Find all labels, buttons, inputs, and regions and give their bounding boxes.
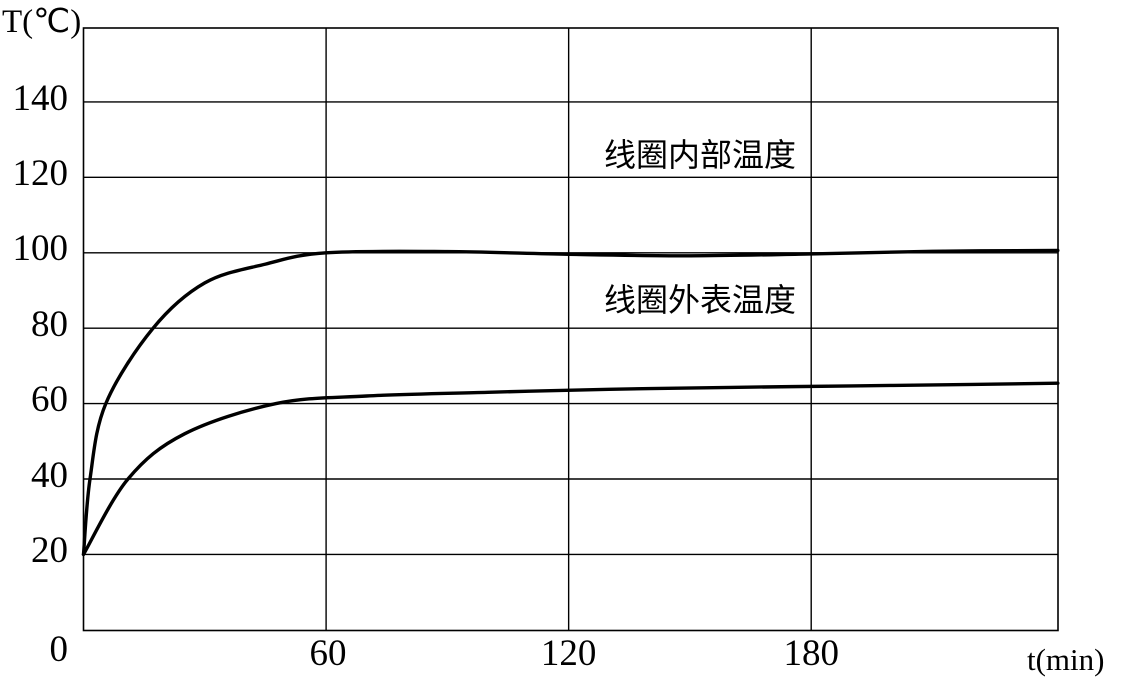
svg-text:T(℃): T(℃) bbox=[2, 4, 81, 40]
svg-text:60: 60 bbox=[310, 633, 347, 674]
svg-text:40: 40 bbox=[31, 455, 68, 496]
svg-text:180: 180 bbox=[783, 633, 839, 674]
svg-text:120: 120 bbox=[13, 153, 69, 194]
svg-text:80: 80 bbox=[31, 304, 68, 345]
svg-text:140: 140 bbox=[13, 78, 69, 119]
svg-text:100: 100 bbox=[13, 228, 69, 269]
svg-text:120: 120 bbox=[541, 633, 597, 674]
svg-text:20: 20 bbox=[31, 530, 68, 571]
svg-text:线圈内部温度: 线圈内部温度 bbox=[604, 137, 796, 173]
svg-text:0: 0 bbox=[50, 629, 69, 670]
svg-text:60: 60 bbox=[31, 379, 68, 420]
svg-text:t(min): t(min) bbox=[1027, 642, 1105, 677]
svg-text:线圈外表温度: 线圈外表温度 bbox=[604, 282, 796, 318]
